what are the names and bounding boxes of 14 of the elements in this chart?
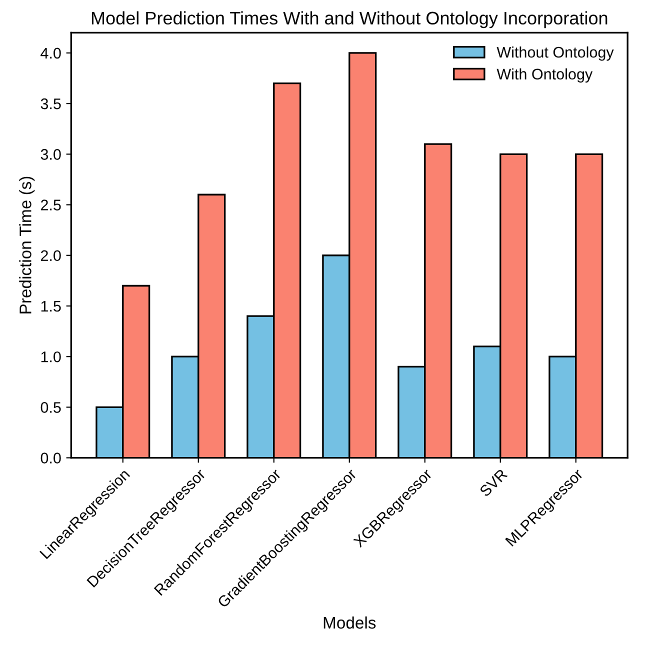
y-tick-label: 0.5 bbox=[40, 402, 61, 413]
y-tick-label: 4.0 bbox=[40, 48, 61, 59]
y-tick-label: 1.0 bbox=[41, 351, 61, 362]
legend-label: With Ontology bbox=[496, 68, 593, 83]
y-tick-label: 3.0 bbox=[40, 149, 61, 160]
y-axis-title: Prediction Time (s) bbox=[19, 176, 35, 314]
legend-label: Without Ontology bbox=[496, 46, 614, 61]
y-tick-label: 2.5 bbox=[40, 200, 61, 210]
chart-title: Model Prediction Times With and Without Ontology Incorporation bbox=[92, 11, 608, 28]
y-tick-label: 3.5 bbox=[40, 98, 61, 110]
y-tick-label: 1.5 bbox=[41, 301, 61, 312]
y-tick-label: 2.0 bbox=[40, 250, 61, 262]
y-tick-label: 0.0 bbox=[40, 452, 61, 464]
x-axis-title: Models bbox=[324, 616, 376, 629]
